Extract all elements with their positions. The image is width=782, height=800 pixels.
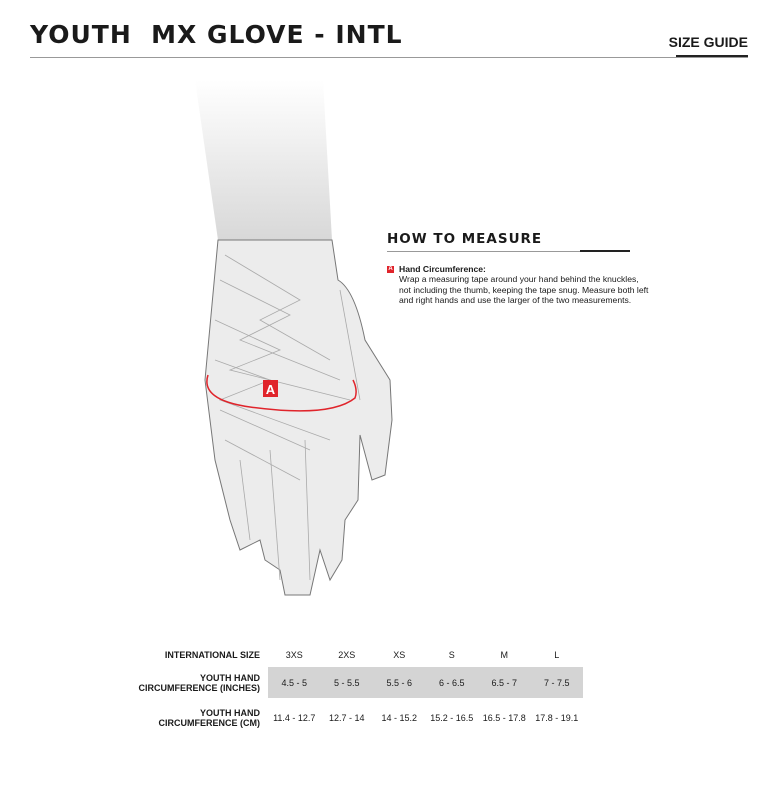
row-header: YOUTH HAND CIRCUMFERENCE (INCHES) [138, 672, 261, 693]
heading-accent-bar [580, 250, 630, 252]
row-header: INTERNATIONAL SIZE [164, 650, 260, 660]
table-cell: 6 - 6.5 [425, 667, 478, 698]
marker-a-label: A [266, 382, 276, 397]
how-to-measure-heading: HOW TO MEASURE [387, 231, 543, 247]
table-cell: 16.5 - 17.8 [482, 713, 526, 723]
table-cell: 5 - 5.5 [320, 667, 373, 698]
table-cell: 17.8 - 19.1 [535, 713, 579, 723]
instruction-title: Hand Circumference: [399, 264, 486, 274]
size-table: INTERNATIONAL SIZE 3XS 2XS XS S M L YOUT… [120, 643, 583, 738]
measure-instructions: Hand Circumference: Wrap a measuring tap… [399, 264, 649, 305]
table-row: YOUTH HAND CIRCUMFERENCE (INCHES) 4.5 - … [120, 667, 583, 698]
table-cell: 3XS [285, 650, 303, 660]
table-row: INTERNATIONAL SIZE 3XS 2XS XS S M L [120, 643, 583, 667]
glove-diagram: A [195, 80, 393, 596]
table-cell: S [448, 650, 455, 660]
row-header: YOUTH HAND CIRCUMFERENCE (CM) [158, 708, 261, 728]
table-cell: 6.5 - 7 [478, 667, 531, 698]
table-cell: L [554, 650, 560, 660]
size-guide-underline [676, 55, 748, 57]
table-cell: 2XS [338, 650, 356, 660]
table-cell: 11.4 - 12.7 [273, 713, 316, 723]
table-cell: 4.5 - 5 [268, 667, 321, 698]
measuring-tape-line [206, 374, 357, 412]
table-cell: M [500, 650, 509, 660]
heading-divider [387, 251, 630, 252]
glove-pattern-lines [214, 254, 361, 581]
marker-a-badge [263, 380, 278, 397]
glove-outline [204, 239, 393, 596]
table-cell: 12.7 - 14 [328, 713, 365, 723]
marker-a-badge: A [387, 266, 394, 273]
table-row: YOUTH HAND CIRCUMFERENCE (CM) 11.4 - 12.… [120, 698, 583, 738]
table-cell: 5.5 - 6 [373, 667, 426, 698]
table-cell: 7 - 7.5 [530, 667, 583, 698]
arm-shape [195, 80, 332, 240]
header-divider [30, 57, 748, 58]
table-cell: XS [393, 650, 406, 660]
table-cell: 14 - 15.2 [381, 713, 418, 723]
size-guide-label: SIZE GUIDE [668, 34, 748, 50]
page-title: YOUTH MX GLOVE - INTL [30, 20, 403, 49]
table-cell: 15.2 - 16.5 [430, 713, 474, 723]
instruction-text: Wrap a measuring tape around your hand b… [399, 274, 649, 305]
